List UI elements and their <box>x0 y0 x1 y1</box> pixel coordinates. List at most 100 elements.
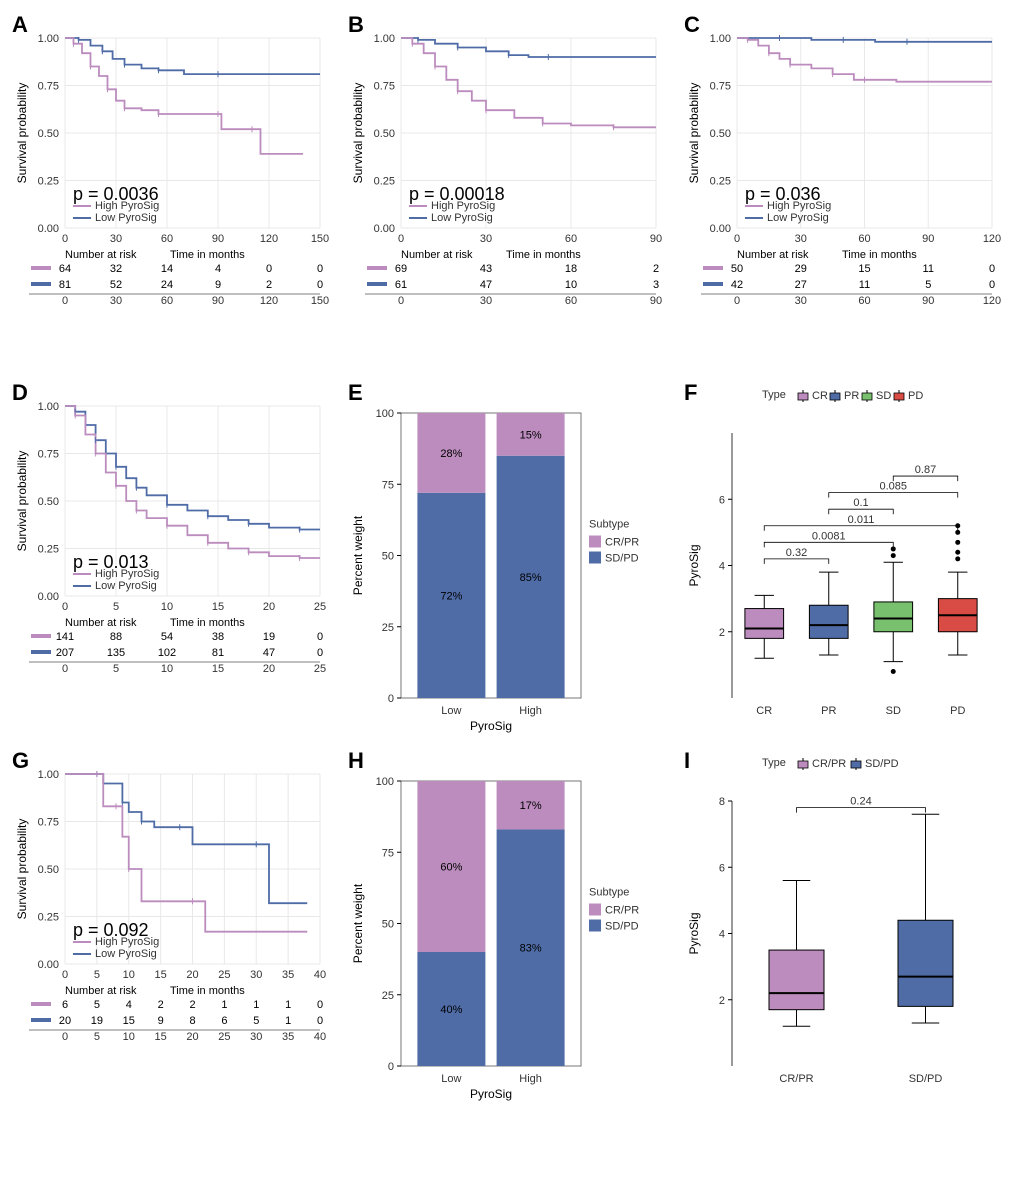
km-low <box>65 38 320 74</box>
svg-text:90: 90 <box>650 295 662 307</box>
risk-header: Number at risk <box>401 249 473 261</box>
risk-header: Number at risk <box>65 985 137 997</box>
svg-text:90: 90 <box>922 295 934 307</box>
panel-label-F: F <box>684 380 697 406</box>
svg-text:15: 15 <box>155 1031 167 1043</box>
svg-text:1: 1 <box>285 1015 291 1027</box>
svg-text:0.50: 0.50 <box>38 864 59 876</box>
svg-text:0.50: 0.50 <box>710 128 731 140</box>
svg-text:PyroSig: PyroSig <box>687 544 701 586</box>
box-SD/PD <box>898 920 953 1006</box>
km-high <box>401 38 656 127</box>
svg-text:2: 2 <box>653 263 659 275</box>
svg-text:10: 10 <box>565 279 577 291</box>
svg-text:0: 0 <box>317 279 323 291</box>
svg-text:SD/PD: SD/PD <box>865 758 899 770</box>
risk-header: Number at risk <box>65 249 137 261</box>
svg-text:0: 0 <box>989 263 995 275</box>
svg-text:11: 11 <box>859 279 870 291</box>
svg-text:10: 10 <box>161 663 173 675</box>
svg-text:27: 27 <box>795 279 807 291</box>
svg-text:SD: SD <box>876 390 891 402</box>
svg-text:PyroSig: PyroSig <box>470 1087 512 1101</box>
svg-text:5: 5 <box>94 999 100 1011</box>
svg-text:90: 90 <box>922 233 934 245</box>
svg-text:120: 120 <box>983 295 1001 307</box>
svg-text:0.75: 0.75 <box>38 449 59 461</box>
svg-text:0.00: 0.00 <box>374 223 395 235</box>
panel-label-A: A <box>12 12 28 38</box>
svg-text:High PyroSig: High PyroSig <box>767 200 831 212</box>
svg-text:35: 35 <box>282 1031 294 1043</box>
svg-text:2: 2 <box>266 279 272 291</box>
svg-text:60: 60 <box>565 233 577 245</box>
svg-text:Low: Low <box>441 1073 461 1085</box>
panel-label-B: B <box>348 12 364 38</box>
km-plot-G: 0.000.250.500.751.000510152025303540Surv… <box>10 746 330 1106</box>
svg-text:0.75: 0.75 <box>710 81 731 93</box>
svg-text:SD/PD: SD/PD <box>605 553 639 565</box>
svg-text:5: 5 <box>94 1031 100 1043</box>
svg-text:0.50: 0.50 <box>38 128 59 140</box>
svg-text:61: 61 <box>395 279 407 291</box>
km-high <box>65 774 307 932</box>
svg-text:150: 150 <box>311 233 329 245</box>
svg-text:0: 0 <box>734 233 740 245</box>
svg-text:5: 5 <box>113 601 119 613</box>
svg-text:20: 20 <box>263 663 275 675</box>
svg-text:Low PyroSig: Low PyroSig <box>431 212 493 224</box>
svg-text:120: 120 <box>260 233 278 245</box>
svg-text:Subtype: Subtype <box>589 519 629 531</box>
svg-text:11: 11 <box>923 263 934 275</box>
svg-text:1: 1 <box>253 999 259 1011</box>
svg-text:CR/PR: CR/PR <box>779 1073 813 1085</box>
svg-text:PyroSig: PyroSig <box>470 719 512 733</box>
svg-text:40%: 40% <box>440 1004 462 1016</box>
svg-text:Low PyroSig: Low PyroSig <box>95 948 157 960</box>
svg-text:25: 25 <box>314 663 326 675</box>
svg-text:CR/PR: CR/PR <box>812 758 846 770</box>
svg-text:2: 2 <box>719 627 725 639</box>
svg-text:0.50: 0.50 <box>38 496 59 508</box>
svg-text:2: 2 <box>158 999 164 1011</box>
svg-text:Type: Type <box>762 757 786 769</box>
svg-text:28%: 28% <box>440 448 462 460</box>
svg-text:0.00: 0.00 <box>38 959 59 971</box>
svg-text:High PyroSig: High PyroSig <box>431 200 495 212</box>
box-SD <box>874 602 913 632</box>
svg-text:47: 47 <box>263 647 275 659</box>
y-axis-label: Survival probability <box>15 451 29 552</box>
svg-text:6: 6 <box>62 999 68 1011</box>
svg-text:15: 15 <box>123 1015 135 1027</box>
svg-text:10: 10 <box>123 969 135 981</box>
svg-text:81: 81 <box>212 647 224 659</box>
svg-text:4: 4 <box>719 929 725 941</box>
svg-text:0: 0 <box>62 233 68 245</box>
panel-label-I: I <box>684 748 690 774</box>
svg-text:0: 0 <box>266 263 272 275</box>
svg-text:150: 150 <box>311 295 329 307</box>
svg-text:35: 35 <box>282 969 294 981</box>
svg-text:6: 6 <box>719 862 725 874</box>
stacked-bar-H: 025507510040%60%Low83%17%HighPyroSigPerc… <box>346 746 666 1106</box>
svg-text:0.75: 0.75 <box>38 817 59 829</box>
svg-text:High PyroSig: High PyroSig <box>95 936 159 948</box>
svg-text:6: 6 <box>221 1015 227 1027</box>
svg-text:17%: 17% <box>520 800 542 812</box>
svg-text:0.25: 0.25 <box>38 912 59 924</box>
km-plot-B: 0.000.250.500.751.000306090Survival prob… <box>346 10 666 370</box>
svg-text:0.25: 0.25 <box>38 544 59 556</box>
svg-text:81: 81 <box>59 279 71 291</box>
svg-text:69: 69 <box>395 263 407 275</box>
svg-text:0: 0 <box>317 1015 323 1027</box>
svg-text:PR: PR <box>821 705 836 717</box>
svg-text:24: 24 <box>161 279 173 291</box>
svg-text:60: 60 <box>565 295 577 307</box>
svg-text:90: 90 <box>212 233 224 245</box>
risk-header: Number at risk <box>65 617 137 629</box>
svg-text:141: 141 <box>56 631 74 643</box>
panel-label-D: D <box>12 380 28 406</box>
svg-text:0: 0 <box>734 295 740 307</box>
svg-text:0.25: 0.25 <box>710 176 731 188</box>
comparison-p: 0.87 <box>915 464 936 476</box>
